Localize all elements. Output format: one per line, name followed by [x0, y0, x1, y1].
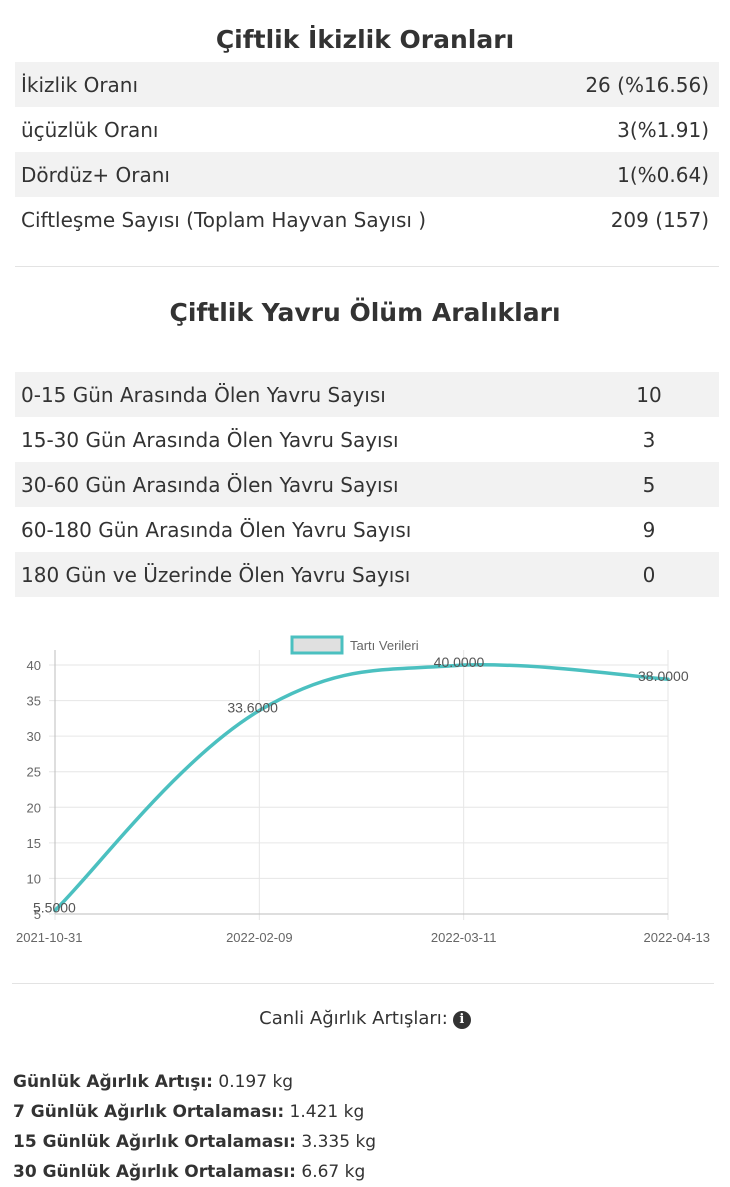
- weight-gain-title-text: Canli Ağırlık Artışları:: [259, 1008, 448, 1029]
- row-value: 9: [642, 517, 656, 542]
- x-tick-label: 2022-03-11: [431, 930, 497, 945]
- gain-label: Günlük Ağırlık Artışı:: [13, 1072, 213, 1092]
- list-item: 30 Günlük Ağırlık Ortalaması: 6.67 kg: [13, 1157, 376, 1187]
- chart-legend[interactable]: Tartı Verileri: [290, 635, 419, 655]
- y-tick-label: 20: [27, 800, 41, 815]
- info-circle-icon[interactable]: i: [452, 1011, 471, 1029]
- table-row: İkizlik Oranı 26 (%16.56): [15, 62, 719, 107]
- chart-series: [53, 663, 670, 913]
- row-value: 3: [642, 427, 656, 452]
- weight-gain-title: Canli Ağırlık Artışları: i: [0, 1008, 730, 1029]
- y-tick-label: 10: [27, 871, 41, 886]
- row-label: Dördüz+ Oranı: [15, 152, 541, 197]
- data-label: 40.0000: [434, 654, 485, 670]
- y-tick-label: 35: [27, 694, 41, 709]
- x-tick-label: 2021-10-31: [16, 930, 83, 945]
- section-divider: [12, 983, 714, 984]
- weight-chart-svg: 5 10 15 20 25 30 35 40 2021-10-31 2022-02-09 2022-…: [16, 635, 710, 945]
- table-row: Ciftleşme Sayısı (Toplam Hayvan Sayısı )…: [15, 197, 719, 242]
- table-row: 30-60 Gün Arasında Ölen Yavru Sayısı 5: [15, 462, 719, 507]
- twin-rates-title: Çiftlik İkizlik Oranları: [215, 25, 515, 54]
- gain-value: 1.421 kg: [284, 1102, 365, 1122]
- table-row: 60-180 Gün Arasında Ölen Yavru Sayısı 9: [15, 507, 719, 552]
- chart-data-labels: 5.5000 33.6000 40.0000 38.0000: [33, 654, 689, 915]
- y-tick-label: 25: [27, 765, 41, 780]
- gain-value: 3.335 kg: [295, 1132, 377, 1152]
- x-tick-label: 2022-02-09: [226, 930, 293, 945]
- gain-label: 7 Günlük Ağırlık Ortalaması:: [13, 1102, 285, 1122]
- gain-value: 6.67 kg: [295, 1162, 366, 1182]
- series-line: [53, 663, 670, 913]
- row-label: 60-180 Gün Arasında Ölen Yavru Sayısı: [21, 517, 412, 542]
- y-tick-label: 40: [27, 658, 41, 673]
- list-item: 7 Günlük Ağırlık Ortalaması: 1.421 kg: [13, 1097, 376, 1127]
- y-tick-label: 15: [27, 836, 41, 851]
- table-row: 0-15 Gün Arasında Ölen Yavru Sayısı 10: [15, 372, 719, 417]
- y-tick-label: 30: [27, 729, 41, 744]
- legend-label[interactable]: Tartı Verileri: [350, 638, 419, 653]
- row-value: 0: [573, 552, 719, 597]
- row-value: 5: [573, 462, 719, 507]
- offspring-death-table: 0-15 Gün Arasında Ölen Yavru Sayısı 10 1…: [15, 372, 719, 597]
- weight-chart: 5 10 15 20 25 30 35 40 2021-10-31 2022-02-09 2022-…: [0, 610, 730, 950]
- row-value: 1(%0.64): [540, 152, 719, 197]
- row-value: 10: [573, 372, 719, 417]
- list-item: Günlük Ağırlık Artışı: 0.197 kg: [13, 1067, 376, 1097]
- gain-label: 15 Günlük Ağırlık Ortalaması:: [13, 1132, 296, 1152]
- gain-label: 30 Günlük Ağırlık Ortalaması:: [13, 1162, 296, 1182]
- twin-rates-table: İkizlik Oranı 26 (%16.56) üçüzlük Oranı …: [15, 62, 719, 242]
- row-label: 0-15 Gün Arasında Ölen Yavru Sayısı: [15, 372, 573, 417]
- list-item: 15 Günlük Ağırlık Ortalaması: 3.335 kg: [13, 1127, 376, 1157]
- chart-grid: [49, 650, 669, 920]
- row-value: 209 (157): [610, 207, 709, 232]
- table-row: üçüzlük Oranı 3(%1.91): [15, 107, 719, 152]
- table-row: 180 Gün ve Üzerinde Ölen Yavru Sayısı 0: [15, 552, 719, 597]
- row-label: 15-30 Gün Arasında Ölen Yavru Sayısı: [21, 427, 399, 452]
- y-tick-label: 5: [34, 907, 41, 922]
- weight-gain-list: Günlük Ağırlık Artışı: 0.197 kg 7 Günlük…: [13, 1067, 376, 1187]
- x-tick-label: 2022-04-13: [644, 930, 711, 945]
- chart-axes: 5 10 15 20 25 30 35 40 2021-10-31 2022-02-09 2022-…: [16, 650, 710, 945]
- legend-swatch[interactable]: [290, 635, 344, 655]
- table-row: Dördüz+ Oranı 1(%0.64): [15, 152, 719, 197]
- row-label: üçüzlük Oranı: [21, 117, 159, 142]
- row-label: 180 Gün ve Üzerinde Ölen Yavru Sayısı: [15, 552, 573, 597]
- row-label: İkizlik Oranı: [15, 62, 541, 107]
- table-row: 15-30 Gün Arasında Ölen Yavru Sayısı 3: [15, 417, 719, 462]
- offspring-death-title: Çiftlik Yavru Ölüm Aralıkları: [169, 298, 561, 327]
- row-value: 26 (%16.56): [540, 62, 719, 107]
- row-label: Ciftleşme Sayısı (Toplam Hayvan Sayısı ): [21, 207, 427, 232]
- data-label: 33.6000: [227, 700, 278, 716]
- data-label: 38.0000: [638, 668, 689, 684]
- row-label: 30-60 Gün Arasında Ölen Yavru Sayısı: [15, 462, 573, 507]
- gain-value: 0.197 kg: [212, 1072, 294, 1092]
- row-value: 3(%1.91): [617, 117, 709, 142]
- section-divider: [15, 266, 719, 267]
- data-label: 5.5000: [33, 899, 76, 915]
